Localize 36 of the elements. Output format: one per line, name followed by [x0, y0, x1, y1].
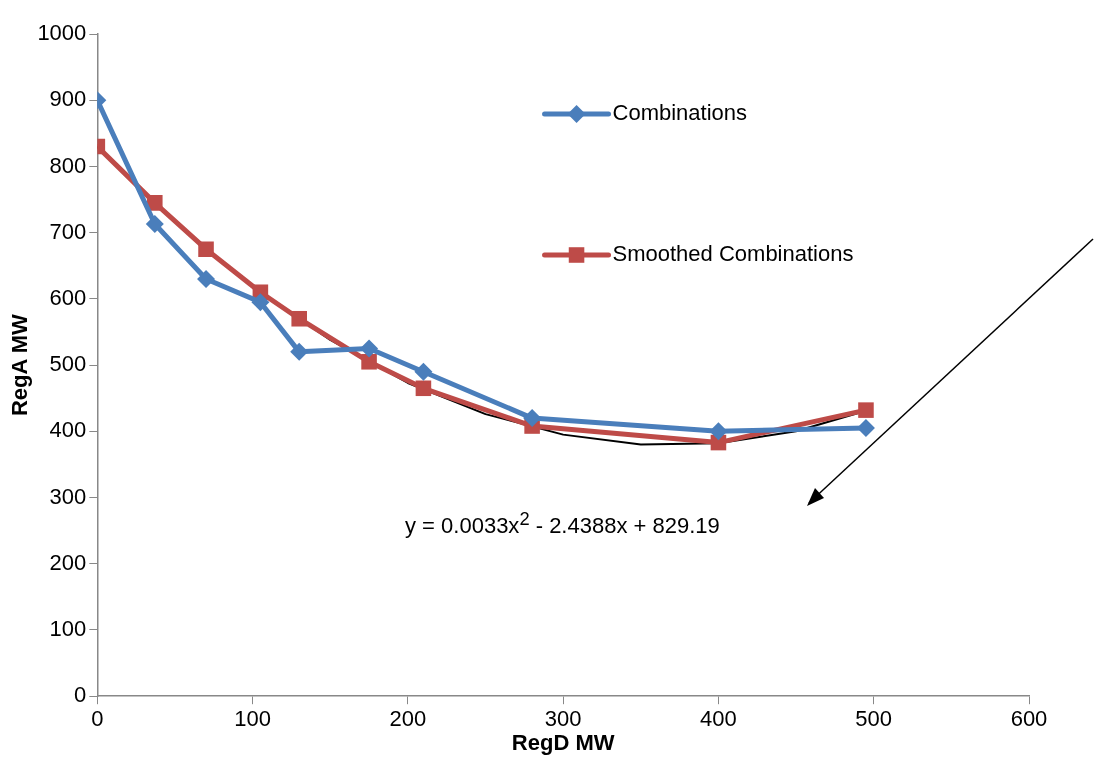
point	[858, 402, 874, 418]
x-axis-title: RegD MW	[511, 729, 615, 755]
point	[360, 339, 379, 358]
annotation: y = 0.0033x$^{2}$ - 2.4388x + 829.19	[405, 508, 720, 540]
point	[147, 195, 163, 211]
y-tick-label: 800	[49, 152, 87, 178]
x-tick-label: 400	[700, 706, 737, 732]
legend-label: Combinations	[612, 100, 748, 126]
point	[251, 293, 270, 312]
point	[291, 310, 307, 327]
point	[197, 270, 216, 289]
point	[145, 215, 164, 234]
y-tick-label: 600	[49, 284, 87, 310]
y-tick-label: 300	[49, 483, 87, 509]
point	[361, 354, 377, 370]
point	[198, 241, 214, 257]
x-tick-label: 300	[544, 706, 582, 732]
y-tick-label: 200	[49, 549, 87, 575]
y-axis-title: RegA MW	[7, 313, 33, 417]
y-tick-label: 400	[49, 417, 87, 443]
y-tick-label: 500	[49, 351, 87, 377]
y-tick-label: 1000	[37, 20, 87, 46]
point	[709, 422, 728, 441]
y-tick-label: 0	[74, 682, 87, 708]
point	[415, 380, 432, 397]
y-tick-label: 900	[49, 86, 87, 112]
point	[290, 342, 309, 361]
y-tick-label: 700	[49, 218, 87, 244]
y-tick-label: 100	[49, 616, 87, 642]
x-tick-label: 500	[855, 706, 893, 732]
x-tick-label: 600	[1010, 706, 1048, 732]
legend-label: Smoothed Combinations	[612, 241, 854, 267]
x-tick-label: 100	[234, 706, 271, 732]
point	[414, 362, 433, 381]
x-tick-label: 0	[91, 706, 104, 732]
x-tick-label: 200	[389, 706, 427, 732]
